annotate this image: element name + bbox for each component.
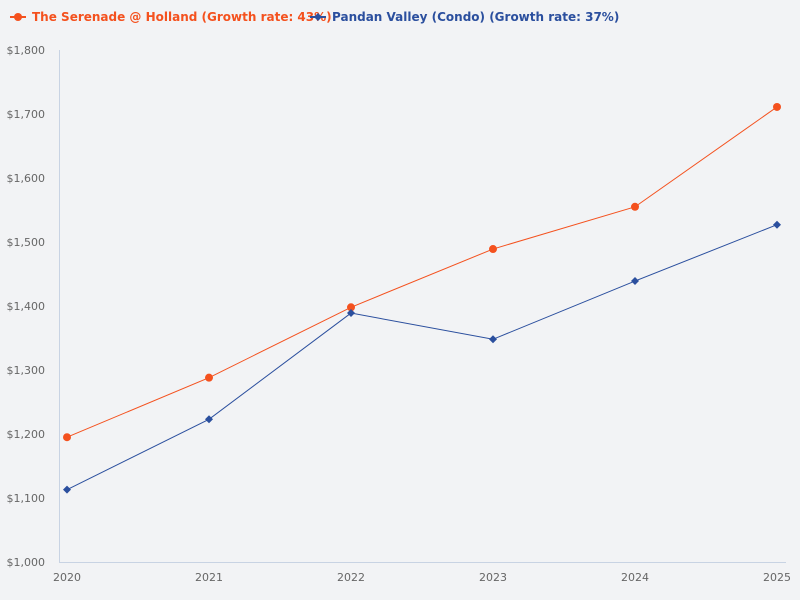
data-point[interactable] <box>773 220 781 229</box>
legend-marker-circle-icon <box>14 13 22 21</box>
x-tick-label: 2021 <box>195 571 223 584</box>
x-tick-label: 2022 <box>337 571 365 584</box>
data-point[interactable] <box>631 277 639 286</box>
data-point[interactable] <box>205 373 213 382</box>
series-line <box>66 224 778 491</box>
data-point[interactable] <box>489 245 497 254</box>
data-point[interactable] <box>63 485 71 494</box>
y-tick-label: $1,100 <box>7 492 46 505</box>
y-tick-label: $1,700 <box>7 108 46 121</box>
legend-item-serenade[interactable]: The Serenade @ Holland (Growth rate: 43%… <box>10 10 332 24</box>
legend: The Serenade @ Holland (Growth rate: 43%… <box>10 10 619 24</box>
x-tick-label: 2024 <box>621 571 649 584</box>
x-tick-label: 2025 <box>763 571 791 584</box>
data-point[interactable] <box>773 102 781 111</box>
x-tick-label: 2023 <box>479 571 507 584</box>
y-tick-label: $1,300 <box>7 364 46 377</box>
y-tick-label: $1,800 <box>7 44 46 57</box>
series-0 <box>63 102 781 442</box>
legend-item-pandan[interactable]: Pandan Valley (Condo) (Growth rate: 37%) <box>310 10 619 24</box>
data-point[interactable] <box>489 335 497 344</box>
x-tick-label: 2020 <box>53 571 81 584</box>
series-1 <box>63 220 781 494</box>
legend-label: The Serenade @ Holland (Growth rate: 43%… <box>32 10 332 24</box>
data-point[interactable] <box>205 415 213 424</box>
legend-marker-diamond-icon <box>314 13 322 21</box>
data-point[interactable] <box>63 433 71 442</box>
y-tick-label: $1,400 <box>7 300 46 313</box>
series-line <box>66 106 778 438</box>
y-tick-label: $1,200 <box>7 428 46 441</box>
y-tick-label: $1,600 <box>7 172 46 185</box>
legend-label: Pandan Valley (Condo) (Growth rate: 37%) <box>332 10 619 24</box>
data-point[interactable] <box>347 303 355 312</box>
data-point[interactable] <box>347 309 355 318</box>
data-point[interactable] <box>631 202 639 211</box>
y-tick-label: $1,000 <box>7 556 46 569</box>
y-tick-label: $1,500 <box>7 236 46 249</box>
